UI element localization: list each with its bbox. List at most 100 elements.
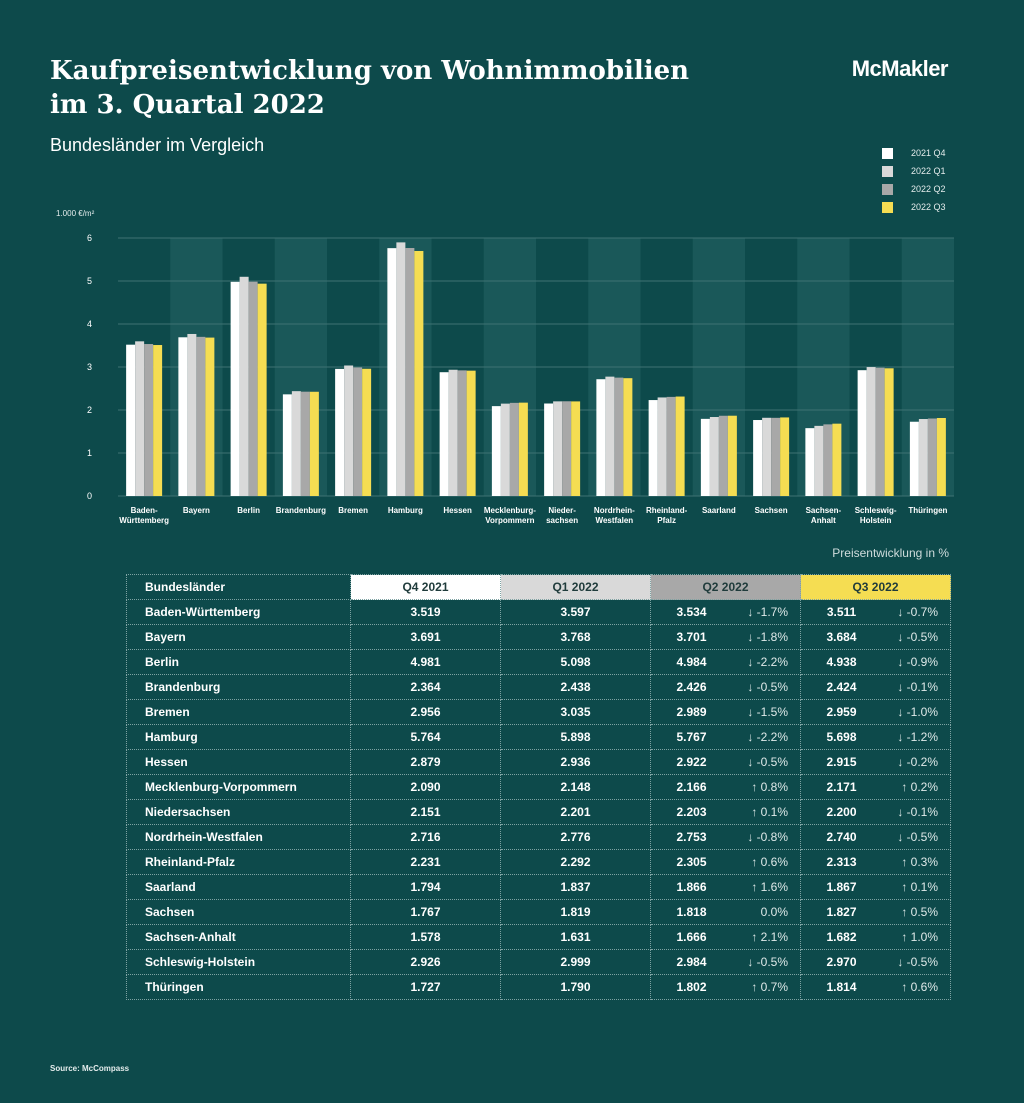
row-q2-cell: 2.989 ↓ -1.5%	[650, 699, 801, 725]
x-tick-label: Bayern	[183, 506, 210, 515]
x-tick-label: Nordrhein-	[594, 506, 635, 515]
row-q3-change: ↓ -0.1%	[897, 805, 938, 819]
bar	[196, 336, 206, 496]
bar	[718, 415, 728, 496]
bar	[571, 401, 581, 496]
title-line-1: Kaufpreisentwicklung von Wohnimmobilien	[50, 56, 690, 86]
x-tick-label: Sachsen-	[806, 506, 842, 515]
bar	[291, 391, 301, 496]
row-q2-value: 2.203	[676, 805, 707, 819]
row-q3-value: 2.171	[826, 780, 857, 794]
row-q4-value: 1.578	[350, 924, 501, 950]
row-q3-change: ↑ 0.1%	[901, 880, 938, 894]
row-q3-value: 3.684	[826, 630, 857, 644]
bar	[623, 378, 633, 496]
bar	[335, 368, 345, 496]
row-q3-cell: 1.867 ↑ 0.1%	[800, 874, 951, 900]
row-q2-change: ↓ -1.5%	[747, 705, 788, 719]
x-tick-label: Brandenburg	[276, 506, 326, 515]
bar	[562, 401, 572, 496]
legend-swatch	[882, 183, 893, 195]
row-q1-value: 2.292	[500, 849, 651, 875]
row-q3-change: ↑ 0.5%	[901, 905, 938, 919]
row-q3-value: 3.511	[826, 605, 857, 619]
header-bundeslaender: Bundesländer	[126, 574, 351, 600]
row-q3-cell: 1.814 ↑ 0.6%	[800, 974, 951, 1000]
row-q1-value: 5.098	[500, 649, 651, 675]
row-q1-value: 1.790	[500, 974, 651, 1000]
source-note: Source: McCompass	[50, 1064, 130, 1073]
row-q2-cell: 1.818 0.0%	[650, 899, 801, 925]
y-axis-label: 1.000 €/m²	[56, 209, 95, 218]
row-q2-value: 1.666	[676, 930, 707, 944]
row-q1-value: 2.201	[500, 799, 651, 825]
header-q2-2022: Q2 2022	[650, 574, 801, 600]
title-line-2: im 3. Quartal 2022	[50, 90, 325, 120]
row-q3-change: ↓ -0.9%	[897, 655, 938, 669]
row-q2-cell: 1.666 ↑ 2.1%	[650, 924, 801, 950]
bar	[466, 370, 476, 496]
x-tick-label: Pfalz	[657, 516, 676, 525]
bar	[414, 250, 424, 496]
bar	[918, 419, 928, 496]
bar	[884, 368, 894, 496]
brand-logo: McMakler	[851, 56, 949, 81]
x-tick-label: Rheinland-	[646, 506, 688, 515]
row-q2-cell: 2.203 ↑ 0.1%	[650, 799, 801, 825]
table-row: Berlin 4.981 5.098 4.984 ↓ -2.2% 4.938 ↓ -0.9%	[126, 649, 951, 675]
row-q2-value: 1.818	[676, 905, 707, 919]
row-q2-change: ↑ 0.7%	[751, 980, 788, 994]
row-q2-change: 0.0%	[760, 905, 788, 919]
legend-label: 2022 Q1	[911, 166, 946, 176]
table-body: Baden-Württemberg 3.519 3.597 3.534 ↓ -1.7% 3…	[126, 599, 951, 1000]
x-tick-label: Mecklenburg-	[484, 506, 536, 515]
bar	[126, 344, 136, 496]
bar	[762, 417, 772, 496]
bar-chart: 1.000 €/m² 0 1 2 3 4 5 6 Baden-Württemberg Bayern…	[56, 209, 954, 525]
row-q4-value: 3.519	[350, 599, 501, 625]
header-q3-2022: Q3 2022	[800, 574, 951, 600]
row-q2-change: ↓ -0.5%	[747, 955, 788, 969]
row-q3-value: 1.814	[826, 980, 857, 994]
bar	[666, 396, 676, 496]
row-q3-cell: 2.740 ↓ -0.5%	[800, 824, 951, 850]
x-tick-label: Schleswig-	[855, 506, 897, 515]
y-tick-label: 3	[87, 362, 92, 372]
row-q4-value: 2.956	[350, 699, 501, 725]
row-state-name: Mecklenburg-Vorpommern	[126, 774, 351, 800]
row-q2-value: 2.984	[676, 955, 707, 969]
row-q2-cell: 4.984 ↓ -2.2%	[650, 649, 801, 675]
x-tick-label: Saarland	[702, 506, 736, 515]
row-q1-value: 2.999	[500, 949, 651, 975]
bar	[353, 367, 363, 496]
row-q2-value: 1.866	[676, 880, 707, 894]
row-q3-cell: 2.200 ↓ -0.1%	[800, 799, 951, 825]
row-state-name: Rheinland-Pfalz	[126, 849, 351, 875]
bar	[230, 281, 240, 496]
row-q3-value: 2.959	[826, 705, 857, 719]
row-q3-cell: 1.682 ↑ 1.0%	[800, 924, 951, 950]
x-tick-label: Vorpommern	[485, 516, 534, 525]
price-table: Bundesländer Q4 2021 Q1 2022 Q2 2022 Q3 …	[126, 574, 951, 1000]
bar	[614, 377, 624, 496]
row-q4-value: 1.794	[350, 874, 501, 900]
header-q1-2022: Q1 2022	[500, 574, 651, 600]
table-row: Rheinland-Pfalz 2.231 2.292 2.305 ↑ 0.6% 2.31…	[126, 849, 951, 875]
row-q2-change: ↑ 0.1%	[751, 805, 788, 819]
row-q3-cell: 3.511 ↓ -0.7%	[800, 599, 951, 625]
row-q1-value: 1.819	[500, 899, 651, 925]
row-q4-value: 4.981	[350, 649, 501, 675]
bar	[387, 248, 397, 496]
bar	[927, 418, 937, 496]
row-q2-change: ↓ -2.2%	[747, 730, 788, 744]
chart-legend: 2021 Q4 2022 Q1 2022 Q2 2022 Q3	[882, 144, 946, 216]
row-q3-change: ↑ 1.0%	[901, 930, 938, 944]
row-state-name: Bayern	[126, 624, 351, 650]
bar	[509, 402, 519, 496]
row-q4-value: 1.767	[350, 899, 501, 925]
bar	[135, 341, 145, 496]
row-state-name: Schleswig-Holstein	[126, 949, 351, 975]
table-row: Nordrhein-Westfalen 2.716 2.776 2.753 ↓ -0.8…	[126, 824, 951, 850]
row-q4-value: 2.231	[350, 849, 501, 875]
row-q1-value: 1.837	[500, 874, 651, 900]
